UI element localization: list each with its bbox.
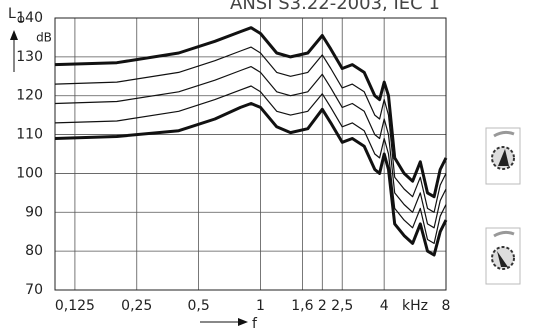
x-tick-label: 0,5: [187, 298, 209, 314]
x-tick-label: 8: [442, 298, 451, 314]
x-tick-label: 1,6: [291, 298, 313, 314]
x-tick-label: 0,125: [55, 298, 95, 314]
curve: [54, 102, 448, 257]
dial-icon: [485, 227, 521, 285]
y-tick-label: 110: [16, 127, 43, 143]
y-tick-label: 70: [25, 282, 43, 298]
y-axis-label-sub: O: [17, 15, 25, 26]
y-tick-label: 130: [16, 49, 43, 65]
y-tick-label: 100: [16, 165, 43, 181]
x-arrowhead: [238, 318, 248, 326]
y-tick-label: 120: [16, 88, 43, 104]
curve: [54, 66, 447, 229]
y-axis-label: L: [8, 6, 16, 22]
x-tick-label: 2,5: [331, 298, 353, 314]
y-arrowhead: [10, 30, 18, 40]
y-tick-label: 90: [25, 204, 43, 220]
curve: [54, 26, 448, 199]
curve: [54, 46, 447, 213]
curve: [54, 85, 447, 244]
plot-frame: [54, 17, 447, 291]
x-axis-label: f: [252, 316, 258, 331]
x-tick-label: 2: [318, 298, 327, 314]
x-unit: kHz: [402, 298, 428, 314]
chart-title: ANSI S3.22-2003, IEC 1: [230, 0, 440, 14]
y-tick-label: 80: [25, 243, 43, 259]
y-unit: dB: [36, 31, 52, 45]
y-tick-label: 140: [16, 10, 43, 26]
x-tick-label: 0,25: [121, 298, 152, 314]
x-tick-label: 4: [380, 298, 389, 314]
dial-icon: [485, 127, 521, 185]
x-tick-label: 1: [256, 298, 265, 314]
